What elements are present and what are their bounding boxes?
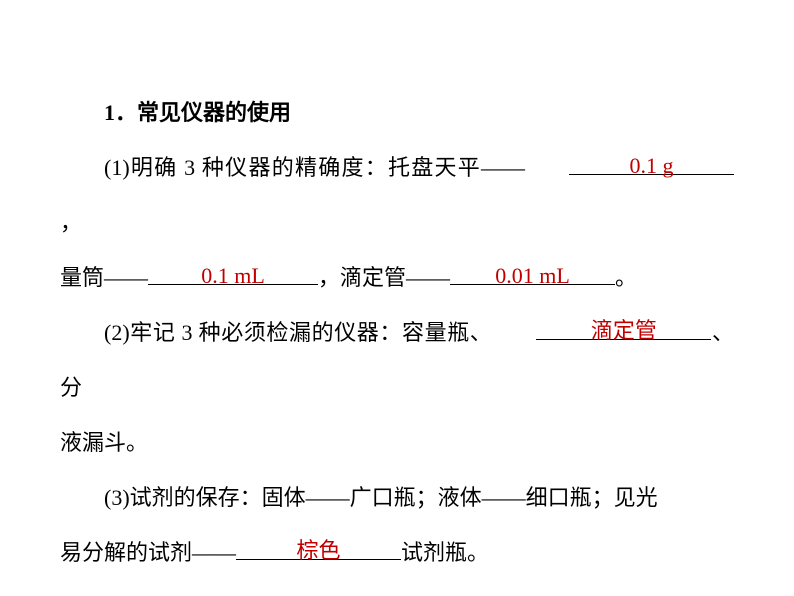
item-1-prefix: (1)明确 3 种仪器的精确度：托盘天平—— — [104, 155, 525, 180]
blank-2: 0.1 mL — [148, 250, 318, 305]
item-3-line-1: (3)试剂的保存：固体——广口瓶；液体——细口瓶；见光 — [60, 470, 734, 525]
item-2-line-2: 液漏斗。 — [60, 415, 734, 470]
blank-3: 0.01 mL — [450, 250, 615, 305]
item-3-line-2: 易分解的试剂—— 棕色 试剂瓶。 — [60, 525, 734, 580]
item-3-line2-prefix: 易分解的试剂—— — [60, 540, 236, 565]
answer-4: 滴定管 — [547, 303, 657, 358]
comma-1: ， — [60, 210, 82, 235]
item-2-line-1: (2)牢记 3 种必须检漏的仪器：容量瓶、滴定管、分 — [60, 305, 734, 415]
document-content: 1．常见仪器的使用 (1)明确 3 种仪器的精确度：托盘天平—— 0.1 g ， 量… — [60, 85, 734, 580]
answer-2: 0.1 mL — [201, 248, 265, 303]
title: 1．常见仪器的使用 — [60, 85, 734, 140]
item-1-line-2: 量筒—— 0.1 mL ，滴定管—— 0.01 mL 。 — [60, 250, 734, 305]
answer-5: 棕色 — [297, 523, 341, 578]
blank-1: 0.1 g — [525, 140, 734, 195]
blank-5: 棕色 — [236, 525, 401, 580]
item-1-suffix: 。 — [615, 265, 637, 290]
item-1-line-1: (1)明确 3 种仪器的精确度：托盘天平—— 0.1 g ， — [60, 140, 734, 250]
blank-4: 滴定管 — [492, 305, 711, 360]
item-1-mid: ，滴定管—— — [318, 265, 450, 290]
answer-3: 0.01 mL — [495, 248, 570, 303]
item-1-line2-prefix: 量筒—— — [60, 265, 148, 290]
item-2-prefix: (2)牢记 3 种必须检漏的仪器：容量瓶、 — [104, 320, 492, 345]
item-3-suffix: 试剂瓶。 — [401, 540, 489, 565]
answer-1: 0.1 g — [586, 138, 674, 193]
